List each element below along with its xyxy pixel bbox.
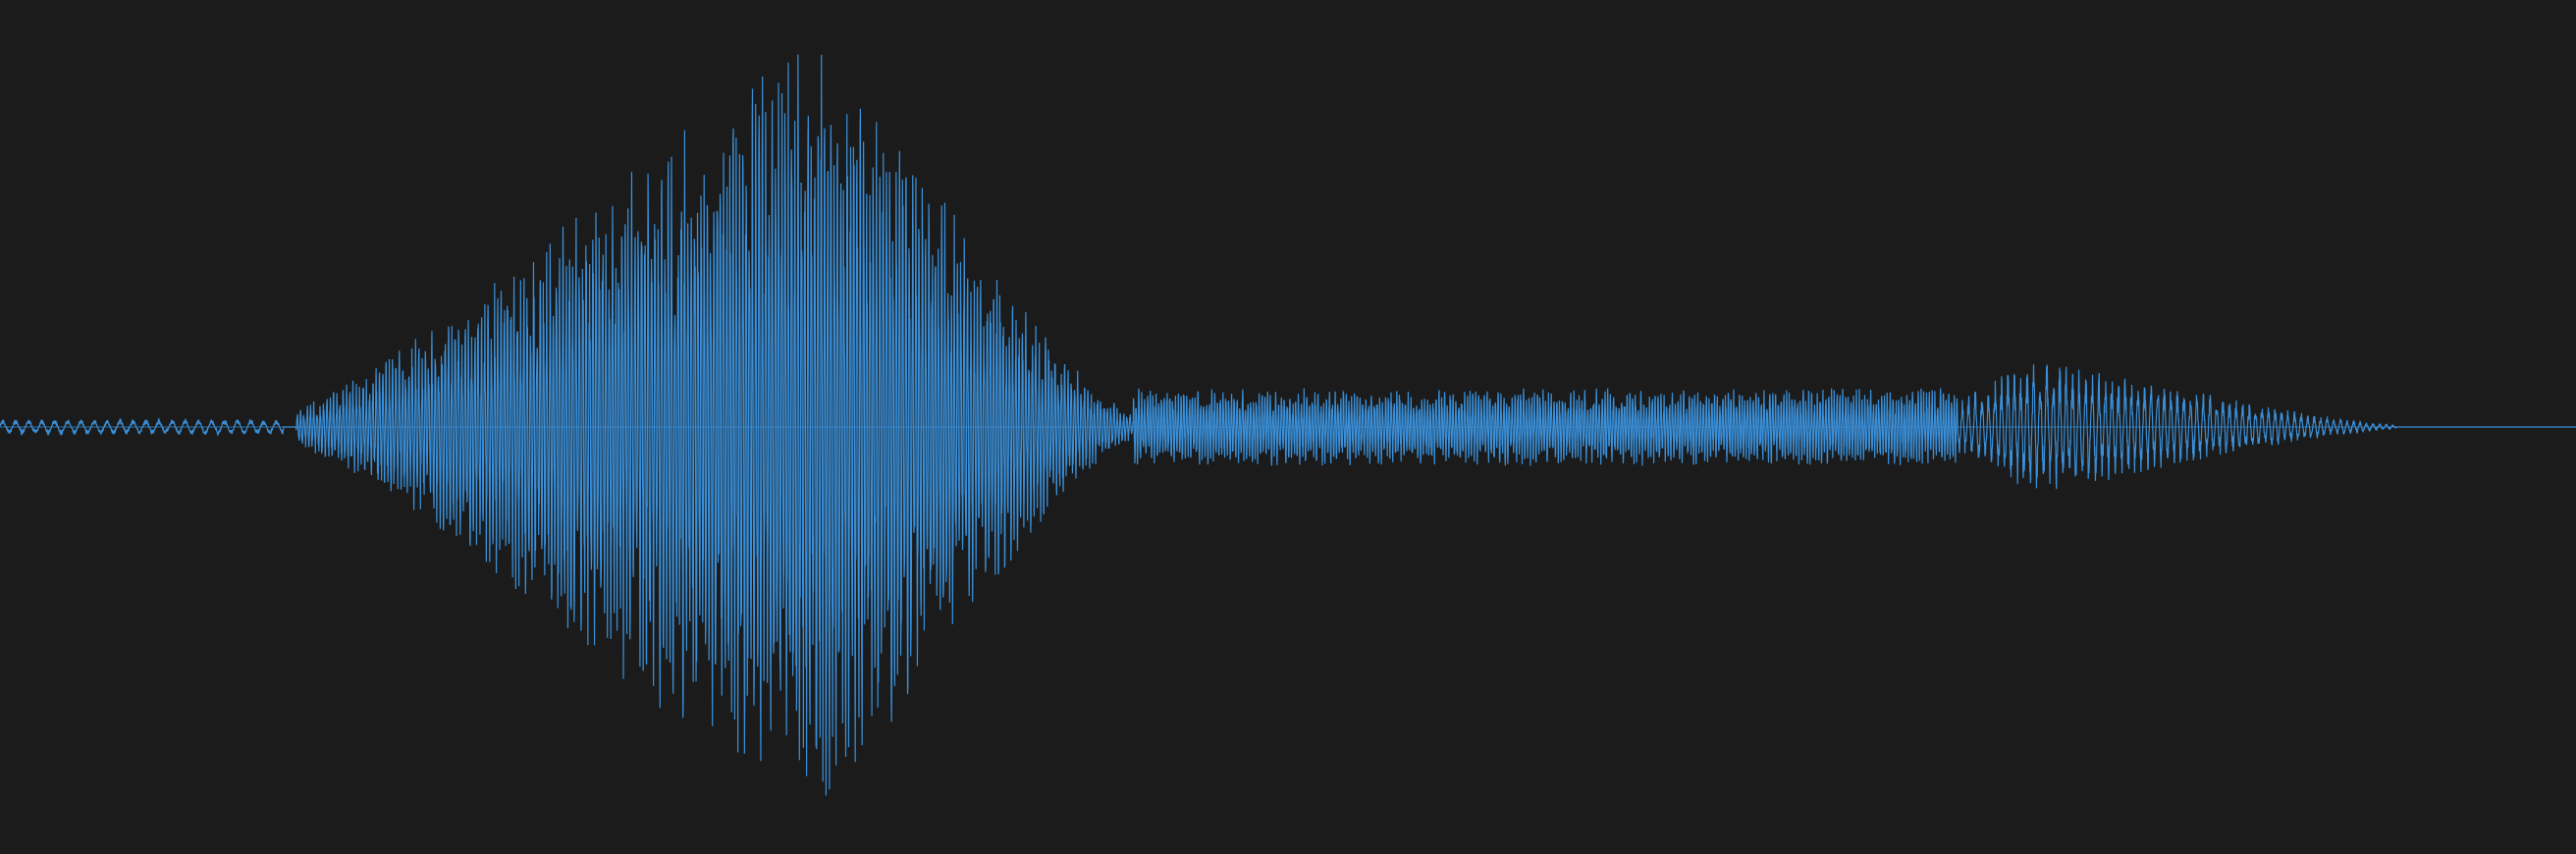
waveform-trace (0, 54, 2576, 796)
